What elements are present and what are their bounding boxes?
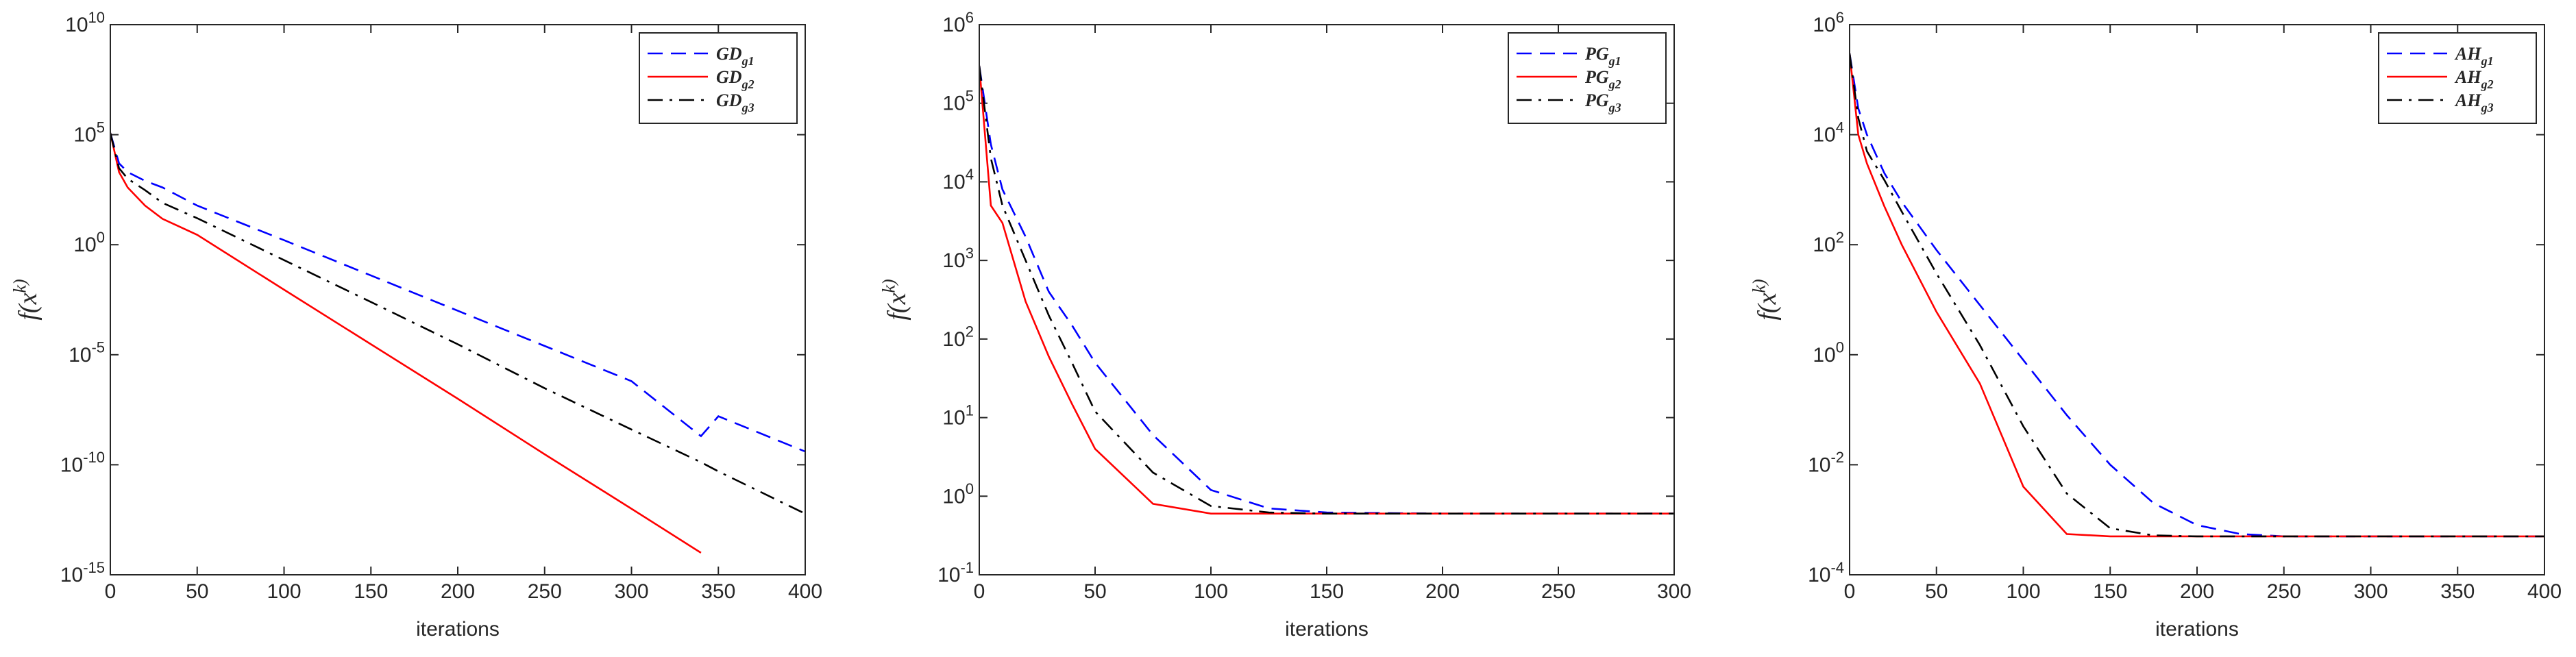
x-tick-label: 250 [2267, 580, 2301, 603]
x-tick-label: 300 [614, 580, 648, 603]
y-tick-label: 100 [73, 229, 105, 256]
x-tick-label: 50 [186, 580, 208, 603]
y-tick-label: 10-2 [1808, 449, 1844, 476]
x-tick-label: 0 [974, 580, 985, 603]
series-line [1850, 53, 2544, 538]
y-tick-label: 10-1 [937, 559, 974, 586]
x-tick-label: 100 [1194, 580, 1228, 603]
series-line [1850, 53, 2544, 538]
legend-box [639, 32, 798, 124]
x-tick-label: 50 [1083, 580, 1106, 603]
x-tick-label: 250 [1541, 580, 1575, 603]
y-axis-label: f(xk) [879, 279, 911, 320]
y-tick-label: 105 [942, 88, 974, 115]
x-tick-label: 150 [1310, 580, 1344, 603]
series-line [979, 65, 1674, 515]
series-line [110, 132, 805, 453]
x-tick-label: 200 [441, 580, 475, 603]
y-tick-label: 106 [942, 9, 974, 36]
x-tick-label: 100 [267, 580, 301, 603]
y-tick-label: 103 [942, 245, 974, 272]
legend-label: AHg3 [2454, 90, 2494, 114]
x-tick-label: 350 [2440, 580, 2475, 603]
y-tick-label: 100 [942, 480, 974, 508]
x-tick-label: 200 [2180, 580, 2214, 603]
series-line [110, 132, 702, 554]
x-tick-label: 400 [788, 580, 822, 603]
y-tick-label: 10-5 [69, 339, 105, 367]
series-line [110, 132, 805, 515]
x-tick-label: 300 [1657, 580, 1691, 603]
axes-box [979, 24, 1675, 575]
y-tick-label: 102 [1813, 229, 1844, 256]
x-tick-label: 0 [1844, 580, 1856, 603]
axes-box [110, 24, 806, 575]
legend-label: AHg2 [2454, 67, 2494, 91]
x-tick-label: 0 [105, 580, 116, 603]
x-axis-label: iterations [416, 618, 500, 641]
y-tick-label: 102 [942, 323, 974, 351]
legend-label: GDg1 [716, 44, 755, 68]
y-tick-label: 10-15 [60, 559, 105, 586]
legend-box [2378, 32, 2537, 124]
y-tick-label: 10-10 [60, 449, 105, 476]
legend-label: AHg1 [2454, 44, 2494, 68]
y-tick-label: 104 [1813, 119, 1844, 146]
x-tick-label: 250 [528, 580, 562, 603]
x-tick-label: 100 [2006, 580, 2040, 603]
legend-label: PGg2 [1584, 67, 1621, 91]
y-tick-label: 105 [73, 119, 105, 146]
y-tick-label: 1010 [65, 9, 105, 36]
x-tick-label: 300 [2353, 580, 2388, 603]
y-tick-label: 10-4 [1808, 559, 1844, 586]
axes-box [1849, 24, 2545, 575]
legend-label: GDg2 [716, 67, 755, 91]
x-tick-label: 150 [2093, 580, 2127, 603]
legend-box [1508, 32, 1667, 124]
y-tick-label: 106 [1813, 9, 1844, 36]
legend-label: PGg3 [1584, 90, 1621, 114]
x-axis-label: iterations [2155, 618, 2239, 641]
x-axis-label: iterations [1285, 618, 1369, 641]
y-tick-label: 100 [1813, 339, 1844, 367]
legend-label: PGg1 [1584, 44, 1621, 68]
y-tick-label: 104 [942, 166, 974, 193]
y-tick-label: 101 [942, 401, 974, 429]
y-axis-label: f(xk) [10, 279, 42, 320]
y-axis-label: f(xk) [1749, 279, 1782, 320]
x-tick-label: 400 [2527, 580, 2562, 603]
x-tick-label: 150 [354, 580, 388, 603]
series-line [1850, 53, 2544, 538]
x-tick-label: 350 [701, 580, 735, 603]
x-tick-label: 50 [1925, 580, 1948, 603]
legend-label: GDg3 [716, 90, 755, 114]
x-tick-label: 200 [1425, 580, 1460, 603]
